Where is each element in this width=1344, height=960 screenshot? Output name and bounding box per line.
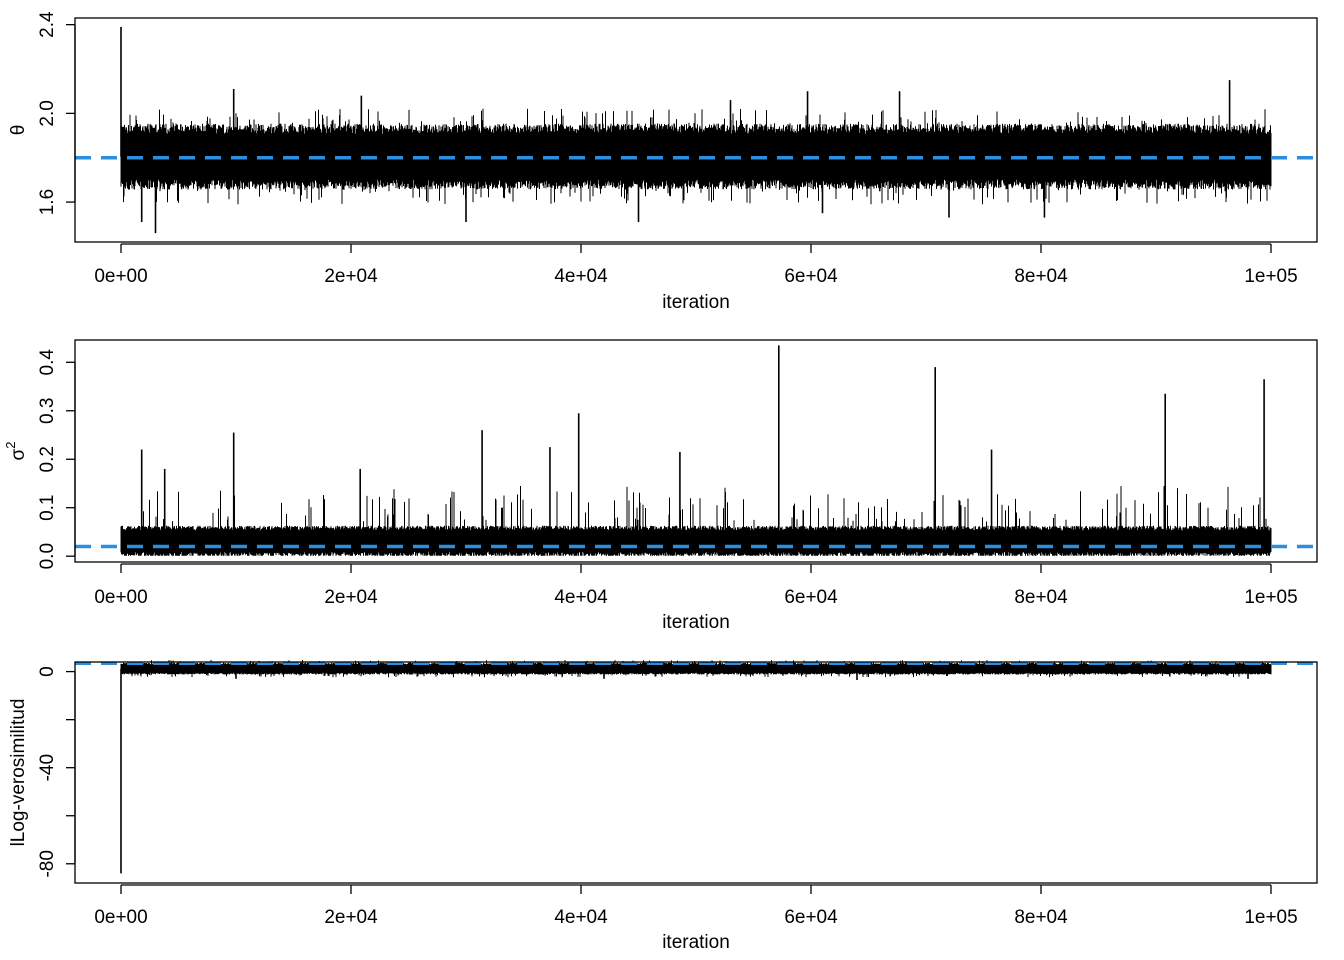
y-tick-label: 2.0 — [37, 100, 58, 126]
y-axis-title: θ — [8, 125, 29, 136]
trace-panel-1: 0e+00 2e+04 4e+04 6e+04 8e+04 1e+05 iteration 1… — [8, 11, 1318, 313]
x-tick-label: 1e+05 — [1244, 266, 1297, 287]
x-tick-label: 6e+04 — [784, 907, 838, 928]
y-tick-label: 0.3 — [37, 398, 58, 424]
x-tick-label: 8e+04 — [1014, 907, 1068, 928]
x-tick-label: 4e+04 — [554, 907, 608, 928]
x-tick-label: 6e+04 — [784, 266, 838, 287]
y-tick-label: -40 — [37, 754, 58, 781]
x-axis: 0e+00 2e+04 4e+04 6e+04 8e+04 1e+05 — [94, 884, 1298, 928]
x-axis-title: iteration — [662, 932, 730, 953]
trace-series-line — [120, 486, 1272, 556]
y-tick-label: 0.0 — [37, 543, 58, 569]
x-axis: 0e+00 2e+04 4e+04 6e+04 8e+04 1e+05 — [94, 243, 1298, 287]
y-axis-title: σ2 — [3, 442, 29, 461]
x-tick-label: 1e+05 — [1244, 587, 1297, 608]
y-axis: -80 -40 0 — [37, 666, 76, 878]
x-axis-title: iteration — [662, 292, 730, 313]
trace-panel-2: 0e+00 2e+04 4e+04 6e+04 8e+04 1e+05 iteration 0… — [3, 339, 1318, 633]
x-tick-label: 2e+04 — [324, 907, 378, 928]
x-tick-label: 8e+04 — [1014, 266, 1068, 287]
y-axis: 0.0 0.1 0.2 0.3 0.4 — [37, 349, 76, 569]
x-tick-label: 0e+00 — [94, 907, 147, 928]
x-tick-label: 2e+04 — [324, 587, 378, 608]
y-tick-label: 0.4 — [37, 349, 58, 376]
x-tick-label: 4e+04 — [554, 266, 608, 287]
y-axis-title: lLog-verosimilitud — [8, 699, 29, 847]
x-tick-label: 6e+04 — [784, 587, 838, 608]
x-tick-label: 1e+05 — [1244, 907, 1297, 928]
trace-panel-3: 0e+00 2e+04 4e+04 6e+04 8e+04 1e+05 iteration -… — [8, 660, 1318, 953]
x-tick-label: 0e+00 — [94, 587, 147, 608]
x-tick-label: 2e+04 — [324, 266, 378, 287]
y-tick-label: 0.1 — [37, 495, 58, 521]
y-tick-label: 1.6 — [37, 189, 58, 215]
trace-series-line — [120, 108, 1272, 205]
x-tick-label: 4e+04 — [554, 587, 608, 608]
plot-frame — [74, 661, 1318, 884]
y-tick-label: 2.4 — [37, 11, 58, 38]
y-axis: 1.6 2.0 2.4 — [37, 11, 76, 215]
x-axis: 0e+00 2e+04 4e+04 6e+04 8e+04 1e+05 — [94, 563, 1298, 608]
x-axis-title: iteration — [662, 612, 730, 633]
x-tick-label: 8e+04 — [1014, 587, 1068, 608]
y-tick-label: 0 — [37, 666, 58, 677]
y-tick-label: -80 — [37, 850, 58, 877]
y-tick-label: 0.2 — [37, 446, 58, 472]
x-tick-label: 0e+00 — [94, 266, 147, 287]
